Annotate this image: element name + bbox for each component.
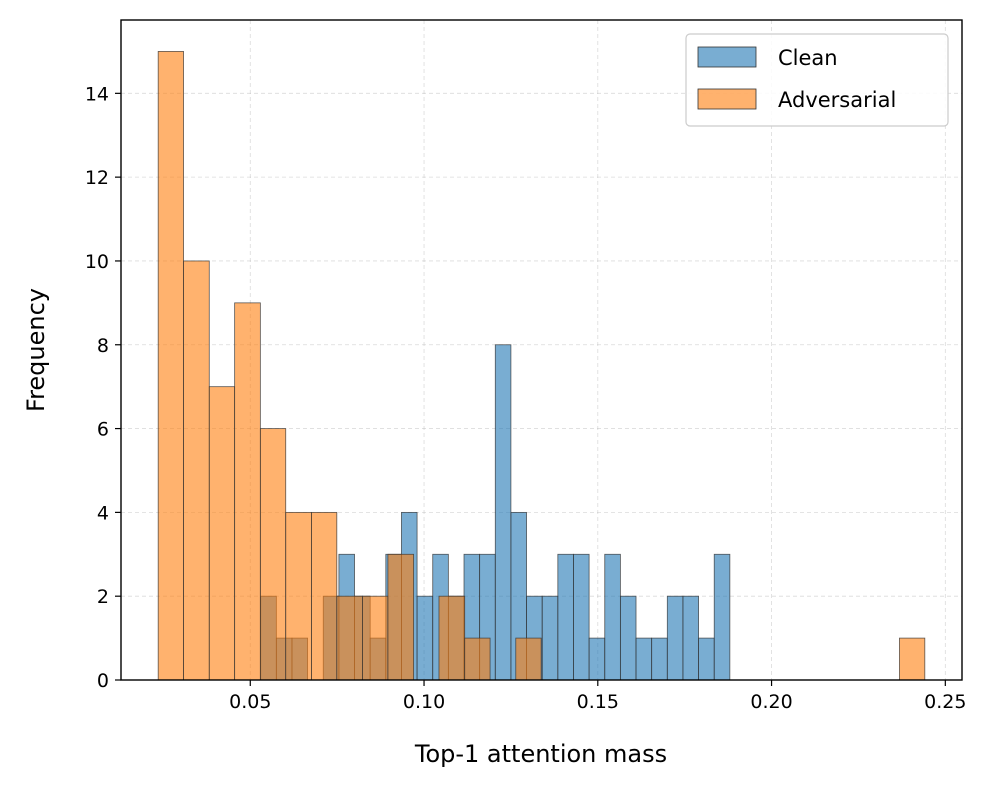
clean-bar xyxy=(713,553,731,681)
adversarial-bar xyxy=(464,637,491,681)
legend-swatch-clean xyxy=(697,46,757,68)
clean-bar xyxy=(494,344,512,681)
x-tick-label: 0.05 xyxy=(229,691,271,713)
clean-bar xyxy=(557,553,574,681)
y-tick-label: 6 xyxy=(97,419,109,441)
clean-bar xyxy=(573,553,590,681)
adversarial-series-bars xyxy=(157,51,926,681)
legend: Clean Adversarial xyxy=(685,33,949,127)
y-tick-label: 12 xyxy=(85,167,109,189)
adversarial-bar xyxy=(438,595,466,681)
y-axis-ticks: 0 2 4 6 8 10 12 14 xyxy=(85,83,121,692)
y-tick-label: 0 xyxy=(97,670,109,692)
adversarial-bar xyxy=(208,386,236,681)
clean-bar xyxy=(698,637,715,681)
adversarial-bar xyxy=(183,260,210,681)
x-tick-label: 0.25 xyxy=(924,691,966,713)
clean-bar xyxy=(682,595,699,681)
y-tick-label: 4 xyxy=(97,502,109,524)
adversarial-bar xyxy=(259,428,287,681)
x-tick-label: 0.20 xyxy=(750,691,792,713)
adversarial-bar xyxy=(311,511,338,681)
adversarial-bar xyxy=(336,595,363,681)
clean-bar xyxy=(541,595,559,681)
clean-bar xyxy=(619,595,637,681)
legend-label-clean: Clean xyxy=(778,46,838,70)
adversarial-bar xyxy=(515,637,542,681)
adversarial-bar xyxy=(362,595,389,681)
x-axis-title: Top-1 attention mass xyxy=(414,740,667,768)
x-axis-ticks: 0.05 0.10 0.15 0.20 0.25 xyxy=(229,680,966,713)
adversarial-bar xyxy=(157,51,184,681)
legend-swatch-adversarial xyxy=(697,88,757,110)
adversarial-bar xyxy=(387,553,415,681)
clean-bar xyxy=(635,637,653,681)
clean-bar xyxy=(666,595,684,681)
clean-bar xyxy=(604,553,621,681)
adversarial-bar xyxy=(285,511,312,681)
plot-frame xyxy=(120,19,963,681)
y-tick-label: 2 xyxy=(97,586,109,608)
legend-label-adversarial: Adversarial xyxy=(778,88,896,112)
adversarial-bar xyxy=(234,302,261,681)
clean-bar xyxy=(416,595,434,681)
y-tick-label: 8 xyxy=(97,335,109,357)
y-axis-title: Frequency xyxy=(22,288,50,412)
x-tick-label: 0.15 xyxy=(577,691,619,713)
clean-bar xyxy=(651,637,668,681)
x-tick-label: 0.10 xyxy=(403,691,445,713)
y-tick-label: 14 xyxy=(85,83,109,105)
clean-bar xyxy=(588,637,606,681)
y-tick-label: 10 xyxy=(85,251,109,273)
adversarial-bar xyxy=(899,637,926,681)
